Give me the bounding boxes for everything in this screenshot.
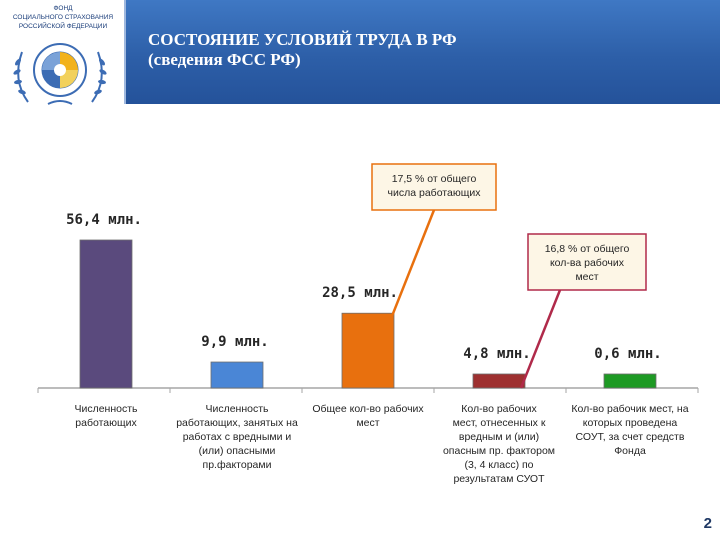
org-name-line: СОЦИАЛЬНОГО СТРАХОВАНИЯ xyxy=(12,14,114,21)
category-label: Численность работающих xyxy=(74,403,138,429)
category-label-line: пр.факторами xyxy=(203,459,272,471)
category-label: Кол-во рабочих мест, отнесенных к вредным … xyxy=(443,403,555,485)
category-label-line: Кол-во рабочик мест, на xyxy=(571,403,688,415)
callout-box xyxy=(371,163,497,211)
category-label-line: мест, отнесенных к xyxy=(453,417,546,429)
title-bar xyxy=(126,0,720,104)
bar-value-label: 28,5 млн. xyxy=(322,285,398,301)
callout-text-line: 16,8 % от общего xyxy=(545,243,630,255)
category-label-line: Фонда xyxy=(614,445,646,457)
category-label-line: работающих, занятых на xyxy=(176,417,298,429)
bar xyxy=(472,373,526,389)
category-label-line: вредным и (или) xyxy=(459,431,539,443)
org-name-line: РОССИЙСКОЙ ФЕДЕРАЦИИ xyxy=(18,23,108,30)
slide-title: СОСТОЯНИЕ УСЛОВИЙ ТРУДА В РФ xyxy=(148,30,457,49)
category-label: Общее кол-во рабочих мест xyxy=(312,403,424,429)
category-label-line: мест xyxy=(356,417,379,429)
bar-value-label: 56,4 млн. xyxy=(66,212,142,228)
category-label-line: работах с вредными и xyxy=(183,431,292,443)
category-label-line: опасным пр. фактором xyxy=(443,445,555,457)
category-label-line: которых проведена xyxy=(583,417,678,429)
callout-text-line: числа работающих xyxy=(388,187,482,199)
category-label-line: (или) опасными xyxy=(199,445,276,457)
callout-text: 16,8 % от общего кол-ва рабочих мест xyxy=(545,243,630,283)
callout-text-line: мест xyxy=(575,271,598,283)
callout-connector xyxy=(519,289,562,389)
category-label-line: Общее кол-во рабочих xyxy=(312,403,424,415)
callout-box xyxy=(527,233,647,291)
page-number: 2 xyxy=(703,515,712,532)
category-label-line: работающих xyxy=(75,417,137,429)
bar xyxy=(341,312,395,389)
category-label-line: (3, 4 класс) по xyxy=(464,459,533,471)
category-label-line: СОУТ, за счет средств xyxy=(576,431,685,443)
logo-block: ФОНД СОЦИАЛЬНОГО СТРАХОВАНИЯ РОССИЙСКОЙ … xyxy=(0,0,126,108)
bar-value-label: 4,8 млн. xyxy=(463,346,530,362)
bar-value-label: 9,9 млн. xyxy=(201,334,268,350)
bar-value-label: 0,6 млн. xyxy=(594,346,661,362)
category-label: Численность работающих, занятых на работах… xyxy=(176,403,298,471)
fss-emblem-icon xyxy=(13,43,107,105)
callout-connector xyxy=(388,209,436,322)
category-label-line: Численность xyxy=(74,403,138,415)
category-label-line: результатам СУОТ xyxy=(453,473,545,485)
bar xyxy=(210,361,264,389)
org-name: ФОНД СОЦИАЛЬНОГО СТРАХОВАНИЯ РОССИЙСКОЙ … xyxy=(0,4,126,31)
org-name-line: ФОНД xyxy=(53,5,73,12)
category-label-line: Численность xyxy=(205,403,269,415)
bar xyxy=(603,373,657,389)
callout-text: 17,5 % от общего числа работающих xyxy=(388,173,482,199)
category-label-line: Кол-во рабочих xyxy=(461,403,537,415)
bar xyxy=(79,239,133,389)
title-separator xyxy=(124,0,126,104)
callout-text-line: кол-ва рабочих xyxy=(550,257,625,269)
slide-subtitle: (сведения ФСС РФ) xyxy=(148,50,301,69)
category-label: Кол-во рабочик мест, на которых проведена… xyxy=(571,403,688,457)
callout-text-line: 17,5 % от общего xyxy=(392,173,477,185)
